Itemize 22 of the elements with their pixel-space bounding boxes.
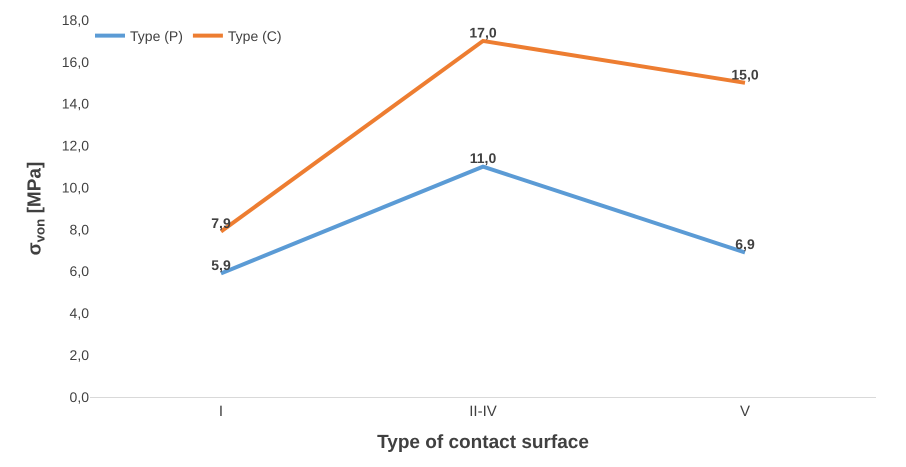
legend-label: Type (C) xyxy=(228,28,282,44)
y-tick-label: 12,0 xyxy=(62,138,90,154)
y-tick-label: 2,0 xyxy=(70,347,90,364)
data-label: 11,0 xyxy=(470,150,496,166)
x-tick-label: I xyxy=(218,403,224,420)
data-label: 5,9 xyxy=(211,256,231,273)
y-tick-label: 0,0 xyxy=(70,388,90,405)
y-tick-label: 6,0 xyxy=(70,263,90,280)
y-tick-label: 8,0 xyxy=(70,221,90,238)
data-label: 7,9 xyxy=(211,215,231,232)
y-tick-label: 4,0 xyxy=(70,305,90,322)
data-label: 6,9 xyxy=(735,236,755,252)
data-label: 15,0 xyxy=(731,66,759,82)
y-tick-label: 10,0 xyxy=(62,179,90,196)
x-tick-label: II-IV xyxy=(469,403,497,420)
y-tick-label: 14,0 xyxy=(62,96,90,112)
y-tick-label: 18,0 xyxy=(62,12,90,28)
legend-label: Type (P) xyxy=(130,28,183,44)
x-axis-title: Type of contact surface xyxy=(377,432,589,453)
y-tick-label: 16,0 xyxy=(62,54,90,70)
x-tick-label: V xyxy=(740,403,750,420)
data-label: 17,0 xyxy=(469,24,497,40)
